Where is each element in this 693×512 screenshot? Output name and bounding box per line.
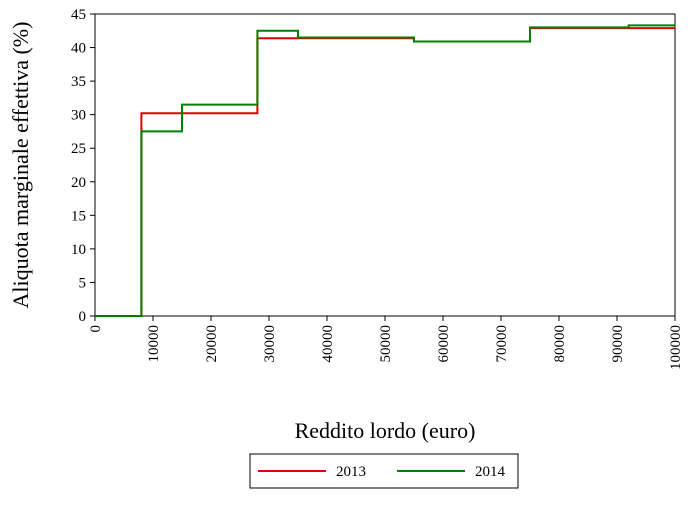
x-tick-label: 30000 bbox=[262, 325, 278, 363]
y-tick-label: 5 bbox=[79, 275, 87, 291]
x-tick-label: 90000 bbox=[610, 325, 626, 363]
y-tick-label: 15 bbox=[71, 208, 86, 224]
y-tick-label: 45 bbox=[71, 7, 86, 23]
series-line-2014 bbox=[95, 24, 675, 317]
x-tick-label: 20000 bbox=[204, 325, 220, 363]
x-tick-label: 0 bbox=[88, 325, 104, 333]
legend-label-2013: 2013 bbox=[336, 464, 366, 480]
x-tick-label: 40000 bbox=[320, 325, 336, 363]
x-tick-label: 60000 bbox=[436, 325, 452, 363]
y-tick-label: 35 bbox=[71, 74, 86, 90]
legend: 2013 2014 bbox=[249, 453, 519, 489]
x-tick-label: 10000 bbox=[146, 325, 162, 363]
x-tick-label: 100000 bbox=[668, 325, 684, 370]
y-tick-label: 20 bbox=[71, 175, 86, 191]
y-axis-title: Aliquota marginale effettiva (%) bbox=[8, 22, 33, 309]
y-tick-label: 40 bbox=[71, 41, 86, 57]
legend-label-2014: 2014 bbox=[475, 464, 506, 480]
x-tick-label: 80000 bbox=[552, 325, 568, 363]
x-tick-label: 50000 bbox=[378, 325, 394, 363]
series-lines bbox=[95, 24, 675, 317]
series-line-2013 bbox=[95, 27, 675, 317]
ticks: 0 5 10 15 20 25 30 35 40 45 0 10000 20000 30000 40000 5… bbox=[71, 7, 684, 370]
y-tick-label: 25 bbox=[71, 141, 86, 157]
y-tick-label: 30 bbox=[71, 108, 86, 124]
y-tick-label: 10 bbox=[71, 242, 86, 258]
x-tick-label: 70000 bbox=[494, 325, 510, 363]
x-axis-title: Reddito lordo (euro) bbox=[295, 418, 476, 443]
y-tick-label: 0 bbox=[79, 309, 87, 325]
plot-frame bbox=[94, 13, 676, 317]
